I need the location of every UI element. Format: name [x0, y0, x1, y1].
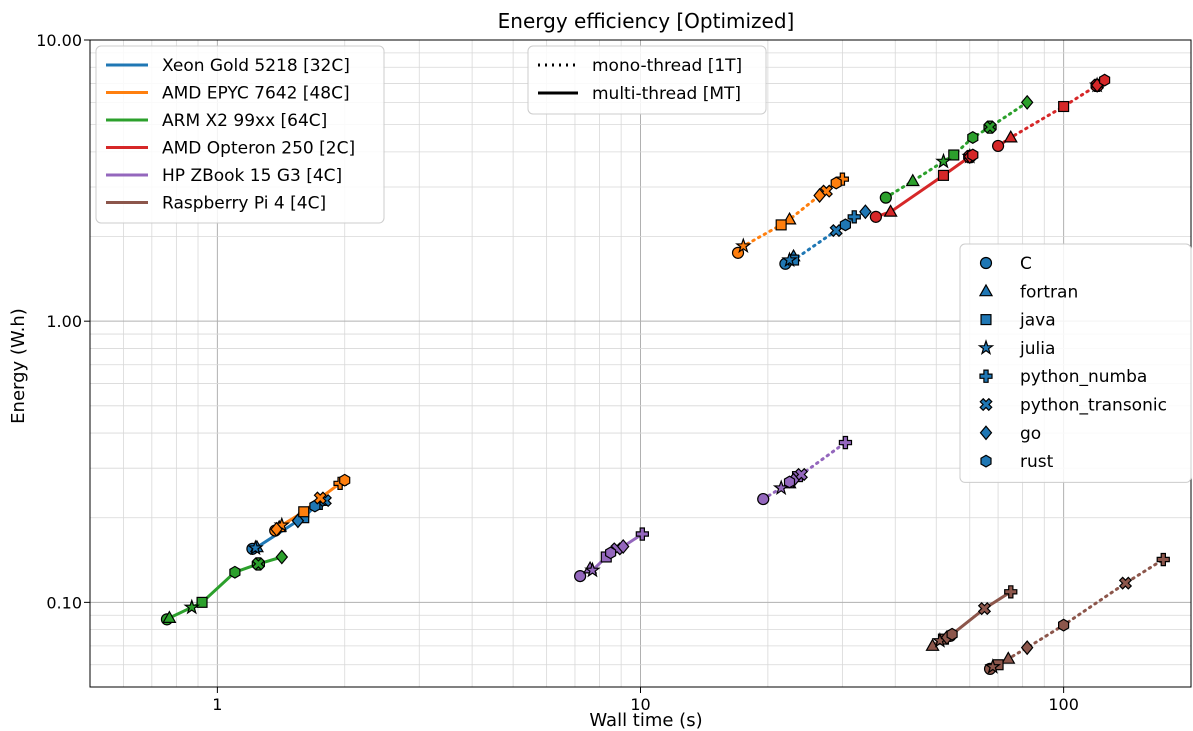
data-point-C: [879, 191, 892, 204]
data-point-C: [574, 569, 587, 583]
x-tick-label: 1: [212, 695, 222, 714]
data-point-java: [1058, 100, 1070, 113]
data-point-python_numba: [838, 435, 853, 450]
legend-marker-rust: [980, 454, 992, 468]
data-point-rust: [946, 627, 958, 641]
data-point-fortran: [1001, 651, 1016, 664]
data-point-C: [757, 492, 770, 506]
data-point-rust: [830, 176, 842, 190]
data-point-java: [948, 149, 960, 161]
data-point-python_transonic: [313, 491, 327, 505]
data-point-python_transonic: [983, 120, 997, 134]
legend-label: Raspberry Pi 4 [4C]: [162, 194, 326, 214]
y-tick-label: 0.10: [46, 593, 82, 612]
ticks-layer: 1 10 100 0.10 1.00 10.00: [36, 31, 1079, 714]
data-point-rust: [967, 131, 979, 144]
data-point-go: [270, 521, 283, 537]
data-point-julia: [935, 152, 952, 169]
data-point-fortran: [1003, 129, 1018, 143]
thread-legend-box: [527, 45, 767, 115]
legend-label: Xeon Gold 5218 [32C]: [162, 56, 350, 76]
data-point-go: [859, 204, 872, 220]
data-point-go: [1020, 94, 1034, 110]
machine-legend: Xeon Gold 5218 [32C] AMD EPYC 7642 [48C] A…: [95, 45, 385, 224]
data-point-python_transonic: [829, 223, 843, 238]
data-point-fortran: [162, 610, 177, 623]
chart-title: Energy efficiency [Optimized]: [498, 9, 795, 33]
data-point-C: [991, 139, 1005, 153]
data-point-fortran: [905, 173, 920, 187]
data-point-java: [298, 506, 310, 518]
legend-label: AMD Opteron 250 [2C]: [162, 139, 355, 159]
data-point-rust: [229, 565, 241, 579]
data-point-python_numba: [635, 527, 650, 541]
data-point-python_transonic: [977, 601, 992, 616]
legend-label: mono-thread [1T]: [592, 56, 742, 76]
data-point-julia: [584, 561, 601, 578]
data-point-julia: [984, 658, 1002, 674]
legend-label: fortran: [1020, 282, 1078, 302]
data-point-go: [291, 513, 305, 529]
legend-marker-C: [979, 256, 993, 270]
legend-marker-julia: [977, 339, 995, 356]
legend-marker-go: [979, 425, 993, 441]
legend-label: go: [1020, 424, 1041, 444]
legend-label: julia: [1019, 339, 1055, 359]
legend-label: C: [1020, 254, 1032, 274]
data-point-java: [937, 169, 950, 181]
y-tick-label: 10.00: [36, 31, 82, 50]
legend-label: python_transonic: [1020, 396, 1167, 416]
data-point-rust: [1098, 73, 1111, 87]
x-tick-label: 100: [1048, 695, 1079, 714]
y-tick-label: 1.00: [46, 312, 82, 331]
legend-label: HP ZBook 15 G3 [4C]: [162, 166, 342, 186]
data-point-python_transonic: [251, 557, 265, 571]
data-point-go: [1020, 640, 1034, 656]
data-point-julia: [781, 251, 798, 268]
data-point-go: [813, 187, 826, 203]
data-point-java: [775, 219, 787, 231]
data-point-rust: [967, 148, 979, 162]
data-point-rust: [1057, 618, 1070, 632]
data-point-rust: [604, 546, 617, 560]
legend-marker-python_numba: [979, 369, 993, 383]
data-point-rust: [339, 473, 351, 487]
data-point-C: [869, 210, 882, 223]
series-line: [988, 558, 1165, 671]
data-point-python_transonic: [1118, 576, 1133, 590]
markers-layer: [160, 73, 1170, 675]
data-point-go: [275, 549, 289, 565]
data-point-java: [196, 596, 208, 608]
legend-label: rust: [1020, 452, 1054, 472]
data-point-rust: [839, 218, 852, 232]
legend-label: ARM X2 99xx [64C]: [162, 111, 327, 131]
data-point-go: [616, 538, 630, 555]
data-point-fortran: [883, 204, 898, 217]
data-point-rust: [783, 475, 796, 489]
data-point-fortran: [925, 638, 940, 651]
data-point-python_numba: [847, 210, 861, 224]
data-point-julia: [735, 237, 752, 254]
data-point-julia: [183, 598, 201, 615]
legend-marker-python_transonic: [979, 397, 993, 412]
thread-legend: mono-thread [1T] multi-thread [MT]: [527, 45, 767, 115]
legend-label: AMD EPYC 7642 [48C]: [162, 84, 350, 104]
legend-marker-java: [980, 314, 992, 326]
y-axis-label: Energy (W.h): [8, 308, 29, 424]
data-point-python_numba: [1156, 552, 1170, 567]
legend-label: multi-thread [MT]: [592, 84, 741, 104]
x-axis-label: Wall time (s): [589, 710, 702, 731]
language-legend-box: [959, 243, 1192, 483]
data-point-julia: [247, 539, 264, 556]
data-point-python_numba: [1004, 585, 1018, 599]
legend-marker-fortran: [978, 283, 994, 297]
machine-legend-box: [95, 45, 385, 224]
x-tick-label: 10: [630, 695, 650, 714]
legend-label: python_numba: [1020, 367, 1147, 387]
legend-label: java: [1019, 311, 1056, 331]
